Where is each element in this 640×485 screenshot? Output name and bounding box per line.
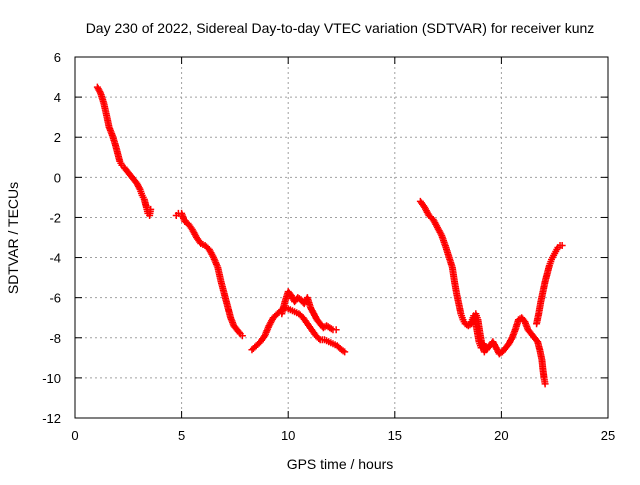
data-points — [93, 83, 566, 388]
y-tick-label: 0 — [54, 170, 61, 185]
y-tick-label: -4 — [49, 251, 61, 266]
x-tick-label: 0 — [71, 428, 78, 443]
y-tick-label: -6 — [49, 291, 61, 306]
data-point-interp — [315, 334, 323, 342]
data-point — [332, 326, 340, 334]
grid — [75, 57, 608, 418]
data-point-interp — [96, 88, 104, 96]
data-point — [558, 242, 566, 250]
tick-labels: 0 5 10 15 20 25 -12 -10 -8 -6 -4 -2 0 2 4 6 — [42, 50, 615, 443]
y-tick-label: -12 — [42, 411, 61, 426]
y-tick-label: -10 — [42, 371, 61, 386]
data-point — [541, 380, 549, 388]
x-axis-label: GPS time / hours — [287, 456, 394, 472]
y-tick-label: -2 — [49, 210, 61, 225]
data-point-interp — [507, 335, 515, 343]
y-tick-label: 6 — [54, 50, 61, 65]
y-tick-label: -8 — [49, 331, 61, 346]
x-tick-label: 5 — [178, 428, 185, 443]
data-point — [482, 344, 490, 352]
axes — [74, 56, 609, 419]
data-point — [238, 332, 246, 340]
y-tick-label: 4 — [54, 90, 61, 105]
x-tick-label: 10 — [281, 428, 295, 443]
data-point-interp — [235, 328, 243, 336]
data-point — [341, 348, 349, 356]
x-tick-label: 25 — [601, 428, 615, 443]
data-point-interp — [135, 184, 143, 192]
chart-title: Day 230 of 2022, Sidereal Day-to-day VTE… — [86, 20, 595, 36]
y-tick-label: 2 — [54, 130, 61, 145]
data-point — [147, 205, 155, 213]
x-tick-label: 20 — [494, 428, 508, 443]
plot-frame — [74, 56, 609, 419]
y-axis-label: SDTVAR / TECUs — [5, 182, 21, 294]
x-tick-label: 15 — [388, 428, 402, 443]
